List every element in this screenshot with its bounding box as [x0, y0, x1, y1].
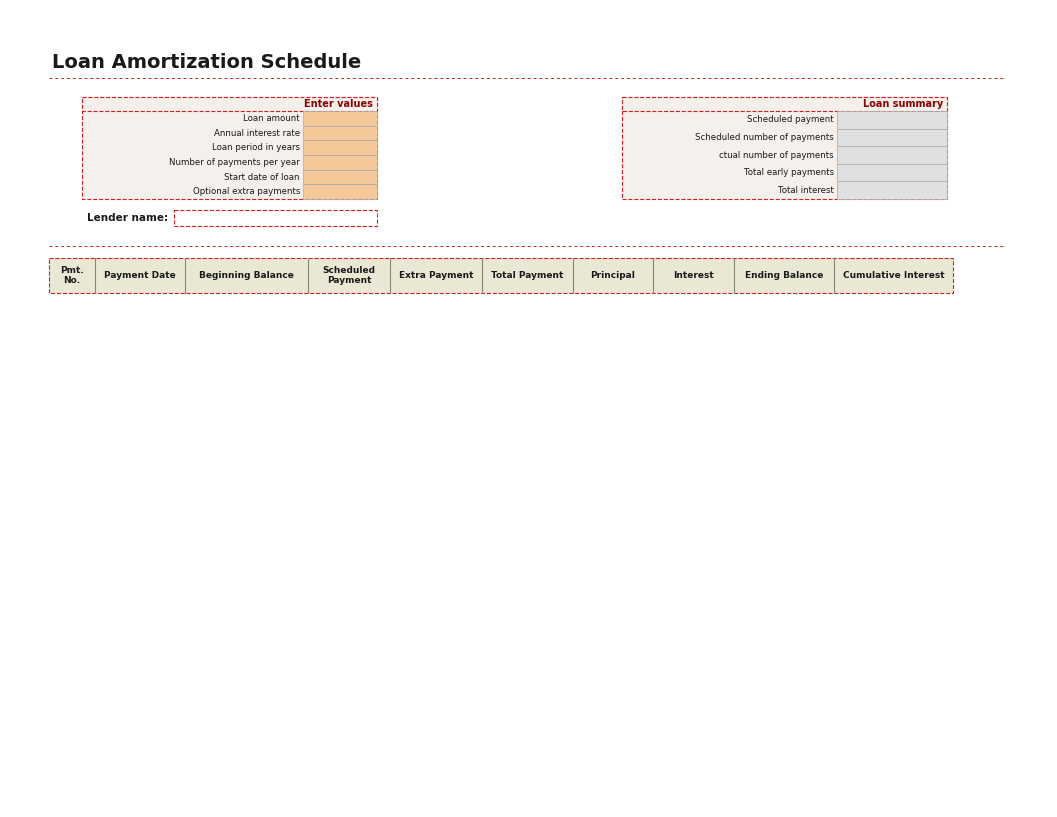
Bar: [837, 181, 947, 199]
Text: Scheduled
Payment: Scheduled Payment: [322, 266, 375, 285]
Bar: [82, 97, 377, 111]
Text: Scheduled payment: Scheduled payment: [747, 115, 834, 124]
Bar: [49, 258, 953, 293]
Bar: [837, 128, 947, 146]
Bar: [303, 111, 377, 126]
Bar: [303, 185, 377, 199]
Text: Ending Balance: Ending Balance: [745, 271, 823, 280]
Text: Lender name:: Lender name:: [87, 213, 168, 223]
Bar: [622, 97, 947, 199]
Text: Start date of loan: Start date of loan: [224, 172, 300, 181]
Bar: [837, 111, 947, 128]
Text: Total interest: Total interest: [778, 185, 834, 194]
Text: Cumulative Interest: Cumulative Interest: [842, 271, 945, 280]
Bar: [82, 97, 377, 111]
Text: Extra Payment: Extra Payment: [398, 271, 474, 280]
Text: ctual number of payments: ctual number of payments: [720, 150, 834, 159]
Text: Interest: Interest: [673, 271, 713, 280]
Bar: [303, 155, 377, 170]
Bar: [49, 258, 953, 293]
Text: Loan amount: Loan amount: [243, 114, 300, 123]
Text: Optional extra payments: Optional extra payments: [192, 187, 300, 196]
Text: Loan Amortization Schedule: Loan Amortization Schedule: [52, 52, 361, 72]
Bar: [82, 97, 377, 199]
Bar: [622, 97, 947, 111]
Text: Pmt.
No.: Pmt. No.: [60, 266, 84, 285]
Bar: [837, 146, 947, 163]
Text: Principal: Principal: [591, 271, 635, 280]
Text: Loan period in years: Loan period in years: [212, 143, 300, 152]
Bar: [622, 97, 947, 111]
Bar: [303, 170, 377, 185]
Text: Number of payments per year: Number of payments per year: [169, 158, 300, 167]
Bar: [174, 210, 377, 226]
Text: Payment Date: Payment Date: [104, 271, 175, 280]
Text: Total Payment: Total Payment: [490, 271, 563, 280]
Text: Annual interest rate: Annual interest rate: [214, 128, 300, 137]
Text: Loan summary: Loan summary: [863, 99, 943, 109]
Text: Scheduled number of payments: Scheduled number of payments: [696, 133, 834, 142]
Bar: [303, 126, 377, 141]
Text: Enter values: Enter values: [304, 99, 373, 109]
Text: Total early payments: Total early payments: [744, 168, 834, 177]
Bar: [837, 163, 947, 181]
Bar: [303, 141, 377, 155]
Text: Beginning Balance: Beginning Balance: [199, 271, 294, 280]
